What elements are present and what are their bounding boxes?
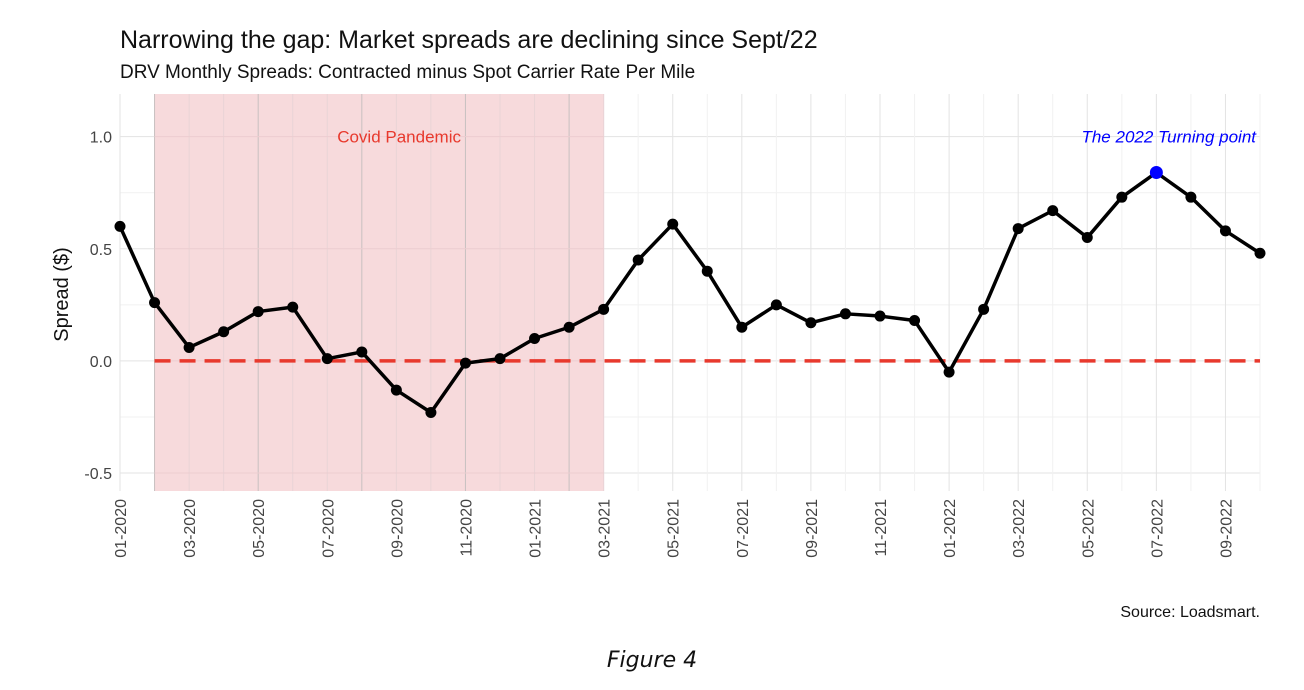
x-tick-label: 05-2022 — [1080, 499, 1097, 558]
covid-pandemic-region — [154, 94, 604, 491]
x-tick-label: 03-2020 — [182, 499, 199, 558]
y-tick-label: 0.0 — [90, 354, 112, 371]
figure-caption: Figure 4 — [606, 648, 698, 673]
source-note: Source: Loadsmart. — [1120, 604, 1260, 621]
x-tick-label: 03-2022 — [1011, 499, 1028, 558]
data-point — [563, 321, 575, 333]
data-point — [321, 353, 333, 365]
data-point — [598, 303, 610, 315]
data-point — [356, 346, 368, 358]
data-point — [218, 326, 230, 338]
data-point — [529, 332, 541, 344]
grid-over-shade — [154, 94, 605, 491]
x-tick-label: 09-2021 — [804, 499, 821, 558]
data-point — [874, 310, 886, 322]
y-tick-label: -0.5 — [84, 466, 112, 483]
data-point — [1219, 225, 1231, 237]
x-axis-ticks: 01-2020 03-2020 05-2020 07-2020 09-2020 11-20… — [113, 499, 1235, 558]
data-point — [667, 218, 679, 230]
data-point — [390, 384, 402, 396]
x-tick-label: 05-2021 — [666, 499, 683, 558]
x-tick-label: 11-2021 — [873, 499, 890, 557]
data-point — [1081, 232, 1093, 244]
data-point — [1254, 247, 1266, 259]
data-point — [839, 308, 851, 320]
data-point — [909, 315, 921, 327]
data-point — [1185, 191, 1197, 203]
data-point — [805, 317, 817, 329]
data-point — [978, 303, 990, 315]
y-axis-ticks: -0.5 0.0 0.5 1.0 — [84, 130, 112, 483]
data-point — [287, 301, 299, 313]
data-point — [701, 265, 713, 277]
spread-series-line — [118, 170, 1261, 415]
x-tick-label: 09-2020 — [389, 499, 406, 558]
data-point — [1012, 223, 1024, 235]
y-axis-title: Spread ($) — [51, 247, 73, 342]
data-point — [736, 321, 748, 333]
x-tick-label: 07-2022 — [1149, 499, 1166, 558]
chart-subtitle: DRV Monthly Spreads: Contracted minus Sp… — [120, 62, 696, 83]
x-tick-label: 03-2021 — [597, 499, 614, 558]
data-point — [114, 220, 126, 232]
x-tick-label: 07-2020 — [320, 499, 337, 558]
data-point — [943, 366, 955, 378]
data-point — [149, 297, 161, 309]
data-point — [1047, 205, 1059, 217]
data-point — [459, 357, 471, 369]
data-point — [770, 299, 782, 311]
x-tick-label: 07-2021 — [735, 499, 752, 558]
covid-pandemic-label: Covid Pandemic — [337, 128, 461, 147]
x-tick-label: 01-2020 — [113, 499, 130, 558]
y-tick-label: 0.5 — [90, 242, 112, 259]
data-point — [1116, 191, 1128, 203]
turning-point-label: The 2022 Turning point — [1081, 128, 1257, 147]
turning-point-marker — [1149, 166, 1163, 180]
data-point — [425, 406, 437, 418]
y-tick-label: 1.0 — [90, 130, 112, 147]
x-tick-label: 01-2022 — [942, 499, 959, 558]
data-point — [494, 353, 506, 365]
spread-points — [114, 166, 1266, 418]
data-point — [252, 306, 264, 318]
data-point — [632, 254, 644, 266]
chart-title: Narrowing the gap: Market spreads are de… — [120, 26, 818, 54]
x-tick-label: 11-2020 — [458, 499, 475, 557]
x-tick-label: 01-2021 — [528, 499, 545, 558]
x-tick-label: 05-2020 — [251, 499, 268, 558]
line-chart: Covid Pandemic The 2022 Turning point -0… — [51, 94, 1266, 558]
x-tick-label: 09-2022 — [1218, 499, 1235, 558]
data-point — [183, 341, 195, 353]
